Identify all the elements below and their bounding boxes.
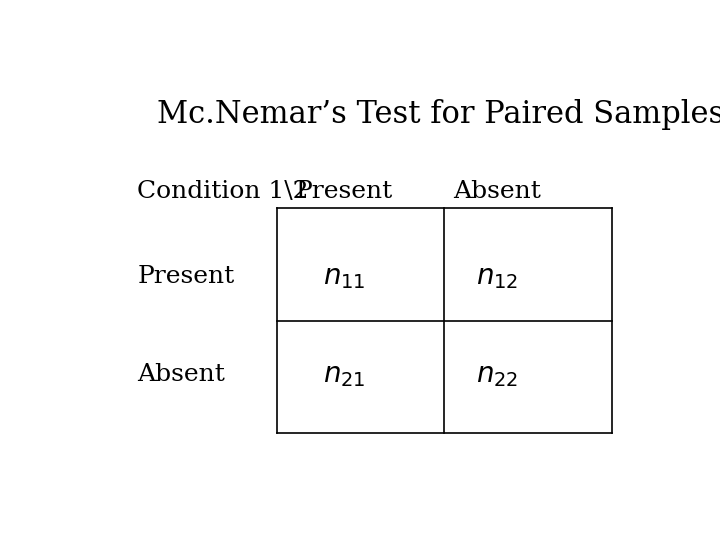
Text: Absent: Absent [454,180,541,203]
Text: Absent: Absent [138,363,225,386]
Text: Mc.Nemar’s Test for Paired Samples: Mc.Nemar’s Test for Paired Samples [157,99,720,130]
Text: Present: Present [138,265,235,288]
Text: $\mathit{n}_{12}$: $\mathit{n}_{12}$ [476,263,518,291]
Text: Condition 1\2: Condition 1\2 [138,180,309,203]
Text: $\mathit{n}_{22}$: $\mathit{n}_{22}$ [476,361,518,389]
Text: $\mathit{n}_{21}$: $\mathit{n}_{21}$ [323,361,365,389]
Text: $\mathit{n}_{11}$: $\mathit{n}_{11}$ [323,263,365,291]
Text: Present: Present [295,180,392,203]
